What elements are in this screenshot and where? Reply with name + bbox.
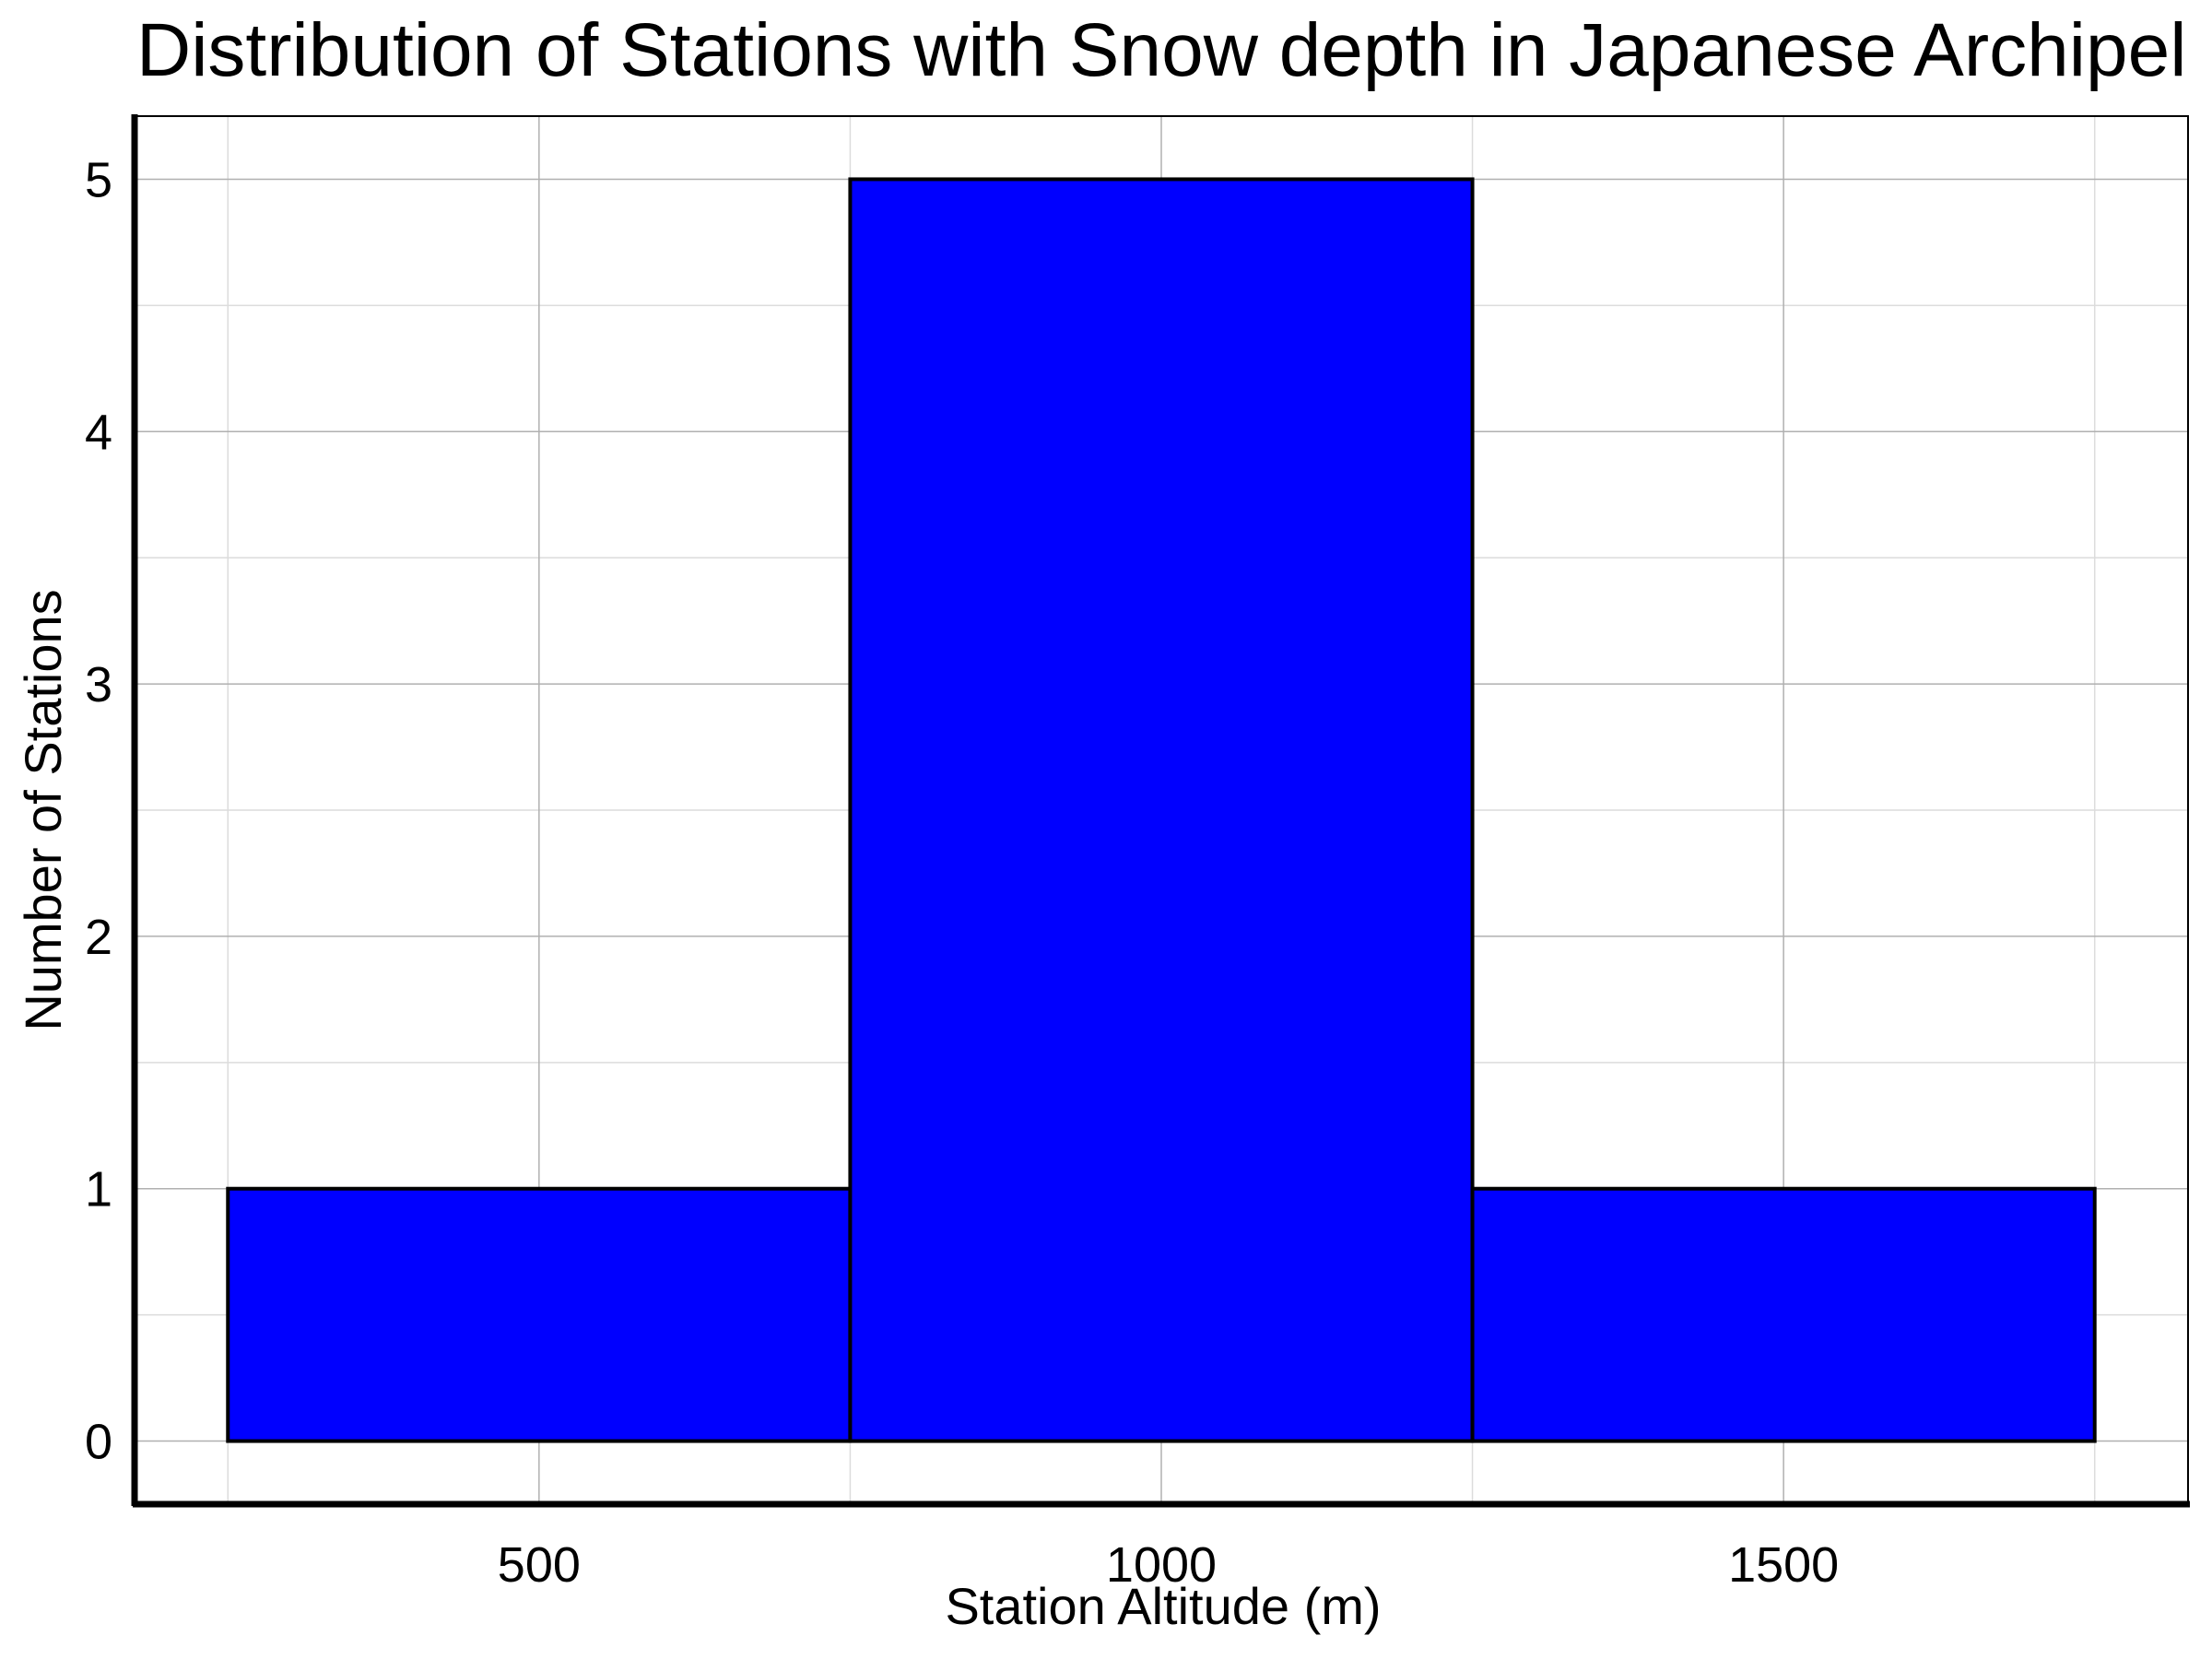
x-tick-label: 1000 (1106, 1537, 1217, 1593)
histogram-bar (848, 177, 1475, 1443)
x-tick-labels: 500 1000 1500 (498, 1537, 1839, 1593)
y-tick-label: 3 (85, 657, 112, 712)
histogram-bar (1470, 1186, 2097, 1443)
x-tick-label: 500 (498, 1537, 581, 1593)
histogram-bars (226, 177, 2097, 1443)
chart-title: Distribution of Stations with Snow depth… (136, 8, 2186, 92)
histogram-bar (226, 1186, 853, 1443)
x-axis-label: Station Altitude (m) (945, 1577, 1381, 1635)
y-tick-label: 5 (85, 152, 112, 207)
y-tick-label: 2 (85, 910, 112, 965)
y-axis-label: Number of Stations (14, 589, 72, 1030)
y-tick-label: 0 (85, 1415, 112, 1470)
y-tick-labels: 0 1 2 3 4 5 (85, 152, 112, 1469)
x-tick-label: 1500 (1728, 1537, 1839, 1593)
y-tick-label: 1 (85, 1162, 112, 1218)
y-tick-label: 4 (85, 405, 112, 460)
